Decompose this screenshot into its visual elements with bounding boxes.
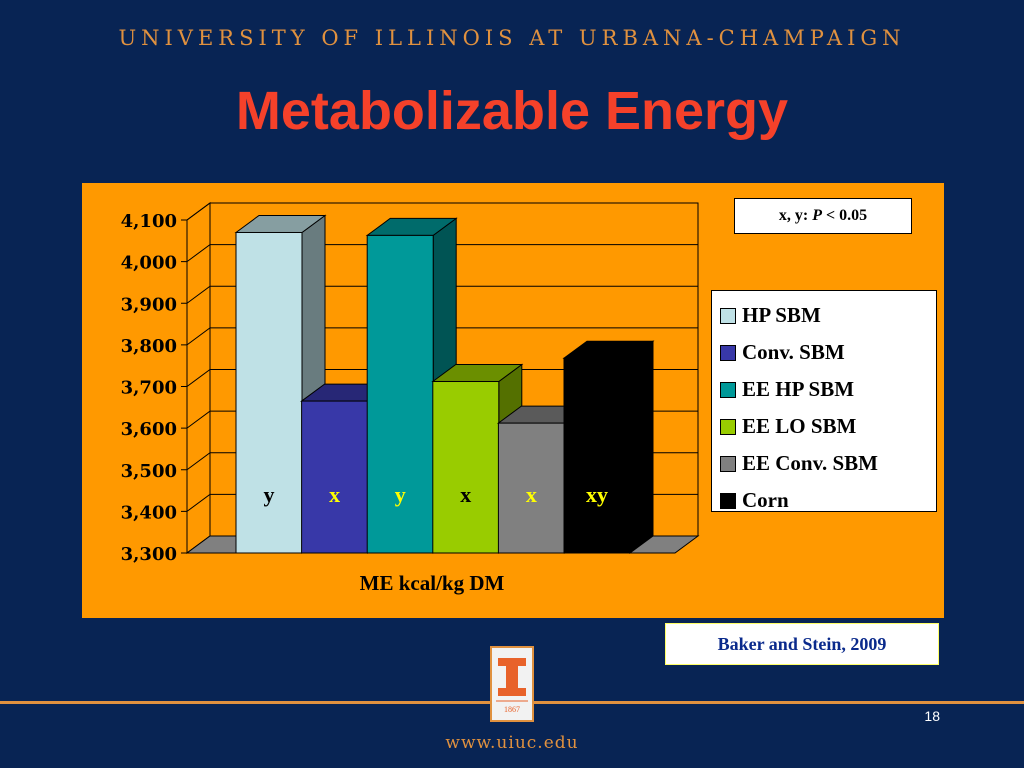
bar [301, 400, 369, 554]
legend-label: EE HP SBM [742, 377, 855, 401]
bar [563, 357, 631, 554]
legend-label: Conv. SBM [742, 340, 845, 364]
bar [432, 381, 500, 554]
gridline [186, 327, 698, 346]
university-logo: 1867 [490, 646, 534, 722]
y-tick-label: 3,700 [121, 378, 177, 399]
legend-swatch [720, 418, 736, 435]
significance-note: x, y: P < 0.05 [734, 198, 912, 234]
bar-significance-label: x [460, 482, 471, 507]
legend-label: Corn [742, 488, 789, 512]
note-prefix: x, y: [778, 207, 813, 224]
legend-swatch [720, 307, 736, 324]
note-suffix: < 0.05 [821, 207, 868, 224]
y-tick-label: 3,300 [121, 544, 177, 565]
y-tick-label: 3,600 [121, 419, 177, 440]
legend-swatch [720, 344, 736, 361]
y-tick-label: 3,400 [121, 502, 177, 523]
bar-significance-label: y [264, 482, 275, 507]
note-p-symbol: P [812, 207, 822, 224]
university-header: UNIVERSITY OF ILLINOIS AT URBANA-CHAMPAI… [118, 26, 906, 50]
bar [497, 422, 565, 554]
legend-item: EE HP SBM [712, 371, 936, 408]
slide-title: Metabolizable Energy [235, 81, 789, 141]
legend-swatch [720, 455, 736, 472]
bar-significance-label: xy [586, 482, 608, 507]
legend-item: EE LO SBM [712, 408, 936, 445]
y-tick-label: 3,500 [121, 461, 177, 482]
logo-i-icon: 1867 [493, 649, 531, 719]
y-tick-label: 4,000 [121, 253, 177, 274]
gridline [186, 369, 698, 387]
gridline [186, 285, 698, 304]
gridline [186, 202, 698, 221]
y-tick-label: 3,900 [121, 294, 177, 315]
logo-year: 1867 [504, 705, 520, 714]
legend-label: HP SBM [742, 303, 821, 327]
y-tick-label: 3,800 [121, 336, 177, 357]
bar-side [629, 340, 654, 554]
bar-significance-label: x [526, 482, 537, 507]
bar-chart: 3,300 3,400 3,500 3,600 3,700 3,800 3,900 4,000… [121, 202, 700, 595]
y-tick-label: 4,100 [121, 211, 177, 232]
legend-item: EE Conv. SBM [712, 445, 936, 482]
citation-box: Baker and Stein, 2009 [665, 623, 939, 665]
legend-swatch [720, 381, 736, 398]
legend-item: Conv. SBM [712, 334, 936, 371]
bar-significance-label: y [395, 482, 406, 507]
legend-item: HP SBM [712, 297, 936, 334]
page-number: 18 [924, 708, 940, 724]
bar [235, 231, 303, 554]
footer-url: www.uiuc.edu [445, 733, 579, 753]
chart-legend: HP SBM Conv. SBM EE HP SBM EE LO SBM EE Conv… [711, 290, 937, 512]
bar [366, 234, 434, 554]
legend-label: EE Conv. SBM [742, 451, 878, 475]
legend-swatch [720, 492, 736, 509]
bar-significance-label: x [329, 482, 340, 507]
legend-label: EE LO SBM [742, 414, 857, 438]
x-axis-label: ME kcal/kg DM [360, 571, 505, 595]
gridline [186, 244, 698, 263]
legend-item: Corn [712, 482, 936, 519]
